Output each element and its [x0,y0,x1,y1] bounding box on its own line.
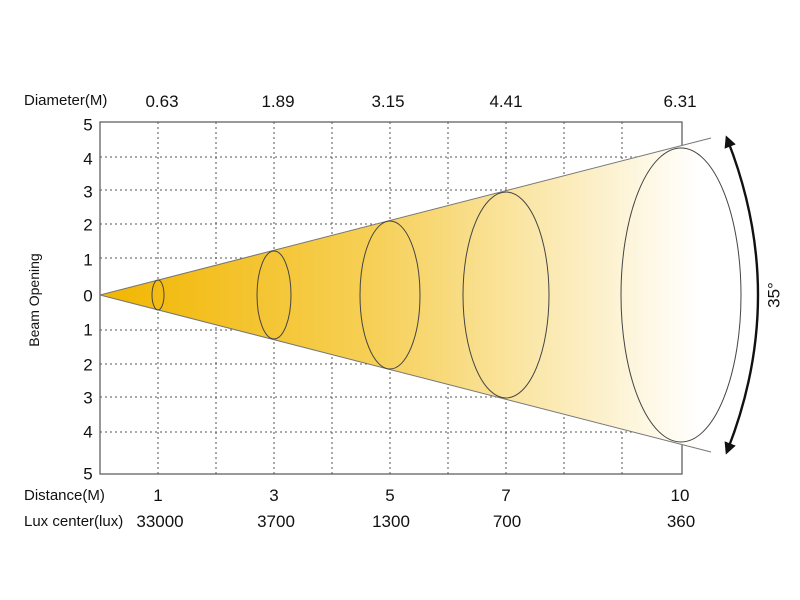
y-tick: 1 [83,250,93,270]
beam-angle-label: 35° [764,282,784,308]
beam-section-3m [256,250,292,340]
y-tick: 3 [83,388,93,408]
lux-value-3m: 3700 [257,512,295,531]
distance-value-10m: 10 [670,486,690,505]
y-tick: 1 [83,320,93,340]
lux-value-1m: 33000 [136,512,184,531]
beam-edge-upper [99,137,712,296]
lux-value-7m: 700 [492,512,522,531]
y-tick: 5 [83,464,93,484]
lux-value-5m: 1300 [372,512,410,531]
distance-value-5m: 5 [385,486,395,505]
diameter-value-5m: 3.15 [371,92,405,111]
y-tick: 2 [83,215,93,235]
distance-value-7m: 7 [501,486,511,505]
distance-label: Distance(M) [24,487,105,504]
diameter-value-1m: 0.63 [145,92,179,111]
diameter-value-3m: 1.89 [261,92,295,111]
beam-section-1m [151,279,165,311]
y-tick: 4 [83,422,93,442]
diameter-label: Diameter(M) [24,92,108,109]
distance-value-1m: 1 [153,486,163,505]
y-axis-label: Beam Opening [26,253,42,347]
distance-value-3m: 3 [269,486,279,505]
y-tick: 4 [83,149,93,169]
beam-cone [100,138,711,452]
beam-edge-lower [99,294,712,453]
beam-section-5m [359,220,421,370]
y-tick: 2 [83,355,93,375]
y-tick: 0 [83,286,93,306]
y-tick: 3 [83,182,93,202]
diameter-value-10m: 6.31 [663,92,697,111]
diameter-value-7m: 4.41 [489,92,523,111]
lux-value-10m: 360 [666,512,696,531]
y-tick: 5 [83,115,93,135]
lux-label: Lux center(lux) [24,513,124,530]
beam-section-7m [462,191,550,399]
beam-section-10m [620,147,742,443]
beam-angle-arc [724,135,760,455]
